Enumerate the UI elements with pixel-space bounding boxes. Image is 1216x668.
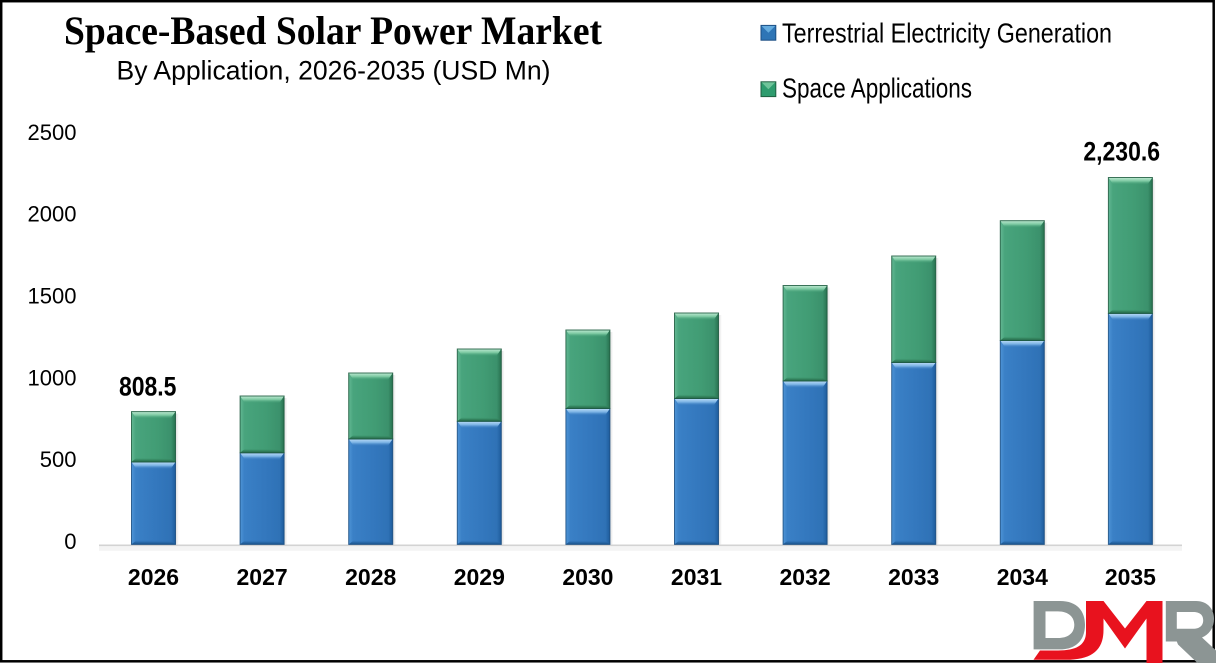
svg-text:808.5: 808.5 bbox=[119, 372, 177, 402]
svg-text:2032: 2032 bbox=[780, 564, 831, 590]
svg-text:1500: 1500 bbox=[28, 284, 77, 309]
svg-text:2026: 2026 bbox=[128, 564, 179, 590]
svg-text:Space Applications: Space Applications bbox=[782, 72, 972, 103]
svg-text:2034: 2034 bbox=[997, 564, 1048, 590]
svg-text:2033: 2033 bbox=[888, 564, 939, 590]
svg-text:2028: 2028 bbox=[345, 564, 396, 590]
svg-text:2500: 2500 bbox=[28, 120, 77, 145]
svg-text:2035: 2035 bbox=[1105, 564, 1156, 590]
svg-text:2000: 2000 bbox=[28, 202, 77, 227]
svg-text:500: 500 bbox=[40, 447, 77, 472]
svg-text:Terrestrial Electricity Genera: Terrestrial Electricity Generation bbox=[782, 18, 1112, 49]
svg-text:0: 0 bbox=[64, 529, 76, 554]
svg-text:2029: 2029 bbox=[454, 564, 505, 590]
svg-text:By Application, 2026-2035 (USD: By Application, 2026-2035 (USD Mn) bbox=[117, 56, 551, 86]
svg-text:2027: 2027 bbox=[237, 564, 288, 590]
svg-text:1000: 1000 bbox=[28, 365, 77, 390]
svg-text:2030: 2030 bbox=[562, 564, 613, 590]
svg-text:Space-Based Solar Power Market: Space-Based Solar Power Market bbox=[64, 8, 603, 53]
svg-text:2031: 2031 bbox=[671, 564, 722, 590]
svg-text:2,230.6: 2,230.6 bbox=[1083, 137, 1160, 167]
